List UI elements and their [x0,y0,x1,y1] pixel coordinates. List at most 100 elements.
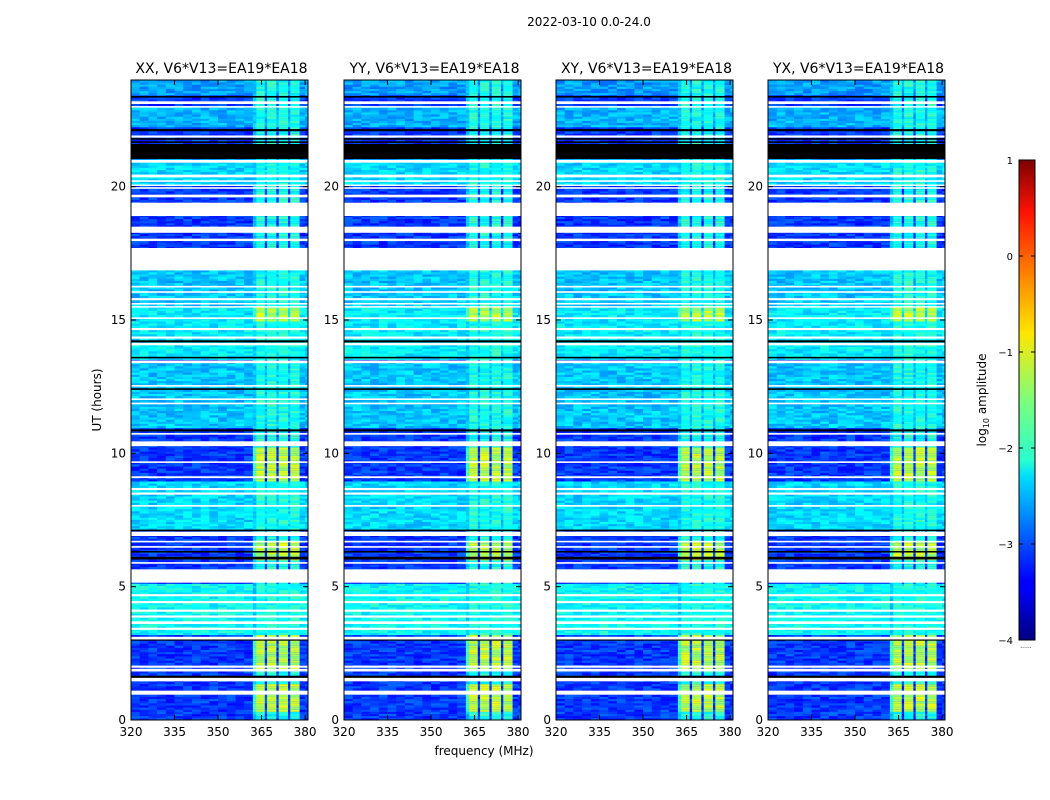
heatmap-cell [148,417,158,420]
signal-cell [278,651,288,655]
signal-cell [267,709,277,712]
heatmap-cell [157,696,167,700]
heatmap-cell [183,634,193,638]
heatmap-cell [139,602,149,606]
signal-cell [290,500,300,503]
heatmap-cell [191,523,202,527]
heatmap-cell [131,688,141,691]
heatmap-cell [296,417,306,420]
heatmap-cell [305,496,308,499]
heatmap-cell [174,694,184,697]
heatmap-cell [148,470,158,473]
heatmap-cell [235,414,245,418]
heatmap-cell [148,717,158,720]
heatmap-cell [191,660,202,663]
heatmap-cell [305,500,308,503]
heatmap-cell [244,312,254,316]
heatmap-cell [296,453,306,456]
heatmap-cell [261,705,271,708]
heatmap-cell [157,713,167,717]
heatmap-cell [157,683,167,687]
heatmap-cell [148,400,158,403]
heatmap-cell [191,551,202,554]
signal-cell [255,715,265,719]
signal-cell [278,604,288,608]
heatmap-cell [261,587,271,591]
heatmap-cell [244,515,254,518]
heatmap-cell [183,647,193,650]
signal-cell [267,662,277,665]
heatmap-cell [191,688,202,691]
signal-cell [278,493,288,497]
heatmap-cell [139,318,149,322]
heatmap-cell [183,472,193,476]
heatmap-cell [218,521,228,525]
heatmap-cell [139,606,149,610]
signal-cell [290,485,300,488]
heatmap-cell [200,547,210,550]
signal-cell [290,493,300,497]
heatmap-cell [209,406,219,409]
heatmap-cell [131,698,141,702]
signal-cell [290,702,300,706]
heatmap-cell [174,683,184,687]
heatmap-cell [261,592,271,595]
heatmap-cell [235,542,245,546]
heatmap-cell [296,673,306,676]
heatmap-cell [200,513,210,516]
heatmap-cell [191,434,202,437]
heatmap-cell [235,427,245,431]
heatmap-cell [296,457,306,461]
heatmap-cell [139,585,149,589]
heatmap-cell [226,683,236,687]
heatmap-cell [226,688,236,691]
heatmap-cell [165,549,175,552]
signal-cell [278,483,288,486]
signal-cell [255,641,265,644]
heatmap-cell [296,459,306,463]
heatmap-cell [261,414,271,418]
heatmap-cell [235,483,245,486]
heatmap-cell [174,613,184,616]
heatmap-cell [131,350,141,354]
heatmap-cell [148,681,158,685]
heatmap-cell [218,500,228,503]
heatmap-cell [139,380,149,384]
signal-cell [267,380,277,384]
heatmap-cell [235,459,245,463]
heatmap-cell [235,632,245,636]
heatmap-cell [209,619,219,623]
heatmap-cell [244,694,254,697]
signal-cell [290,510,300,514]
heatmap-cell [218,606,228,610]
signal-cell [267,634,277,638]
heatmap-cell [183,493,193,497]
signal-cell [278,515,288,518]
heatmap-cell [226,378,236,382]
heatmap-cell [191,673,202,676]
heatmap-cell [226,538,236,542]
heatmap-cell [305,370,308,373]
signal-cell [255,611,265,614]
heatmap-cell [244,370,254,373]
heatmap-cell [296,333,306,337]
signal-cell [290,673,300,676]
band-edge-cell [252,525,257,529]
heatmap-cell [261,474,271,478]
heatmap-cell [261,485,271,488]
heatmap-cell [200,713,210,717]
heatmap-cell [226,485,236,488]
heatmap-cell [209,542,219,546]
heatmap-cell [305,325,308,328]
heatmap-cell [218,427,228,431]
heatmap-cell [296,564,306,567]
band-edge-cell [252,483,257,486]
heatmap-cell [174,421,184,424]
heatmap-cell [139,658,149,661]
heatmap-cell [157,389,167,392]
heatmap-cell [200,705,210,708]
heatmap-cell [157,673,167,676]
heatmap-cell [209,451,219,454]
signal-cell [278,419,288,422]
heatmap-cell [183,528,193,531]
